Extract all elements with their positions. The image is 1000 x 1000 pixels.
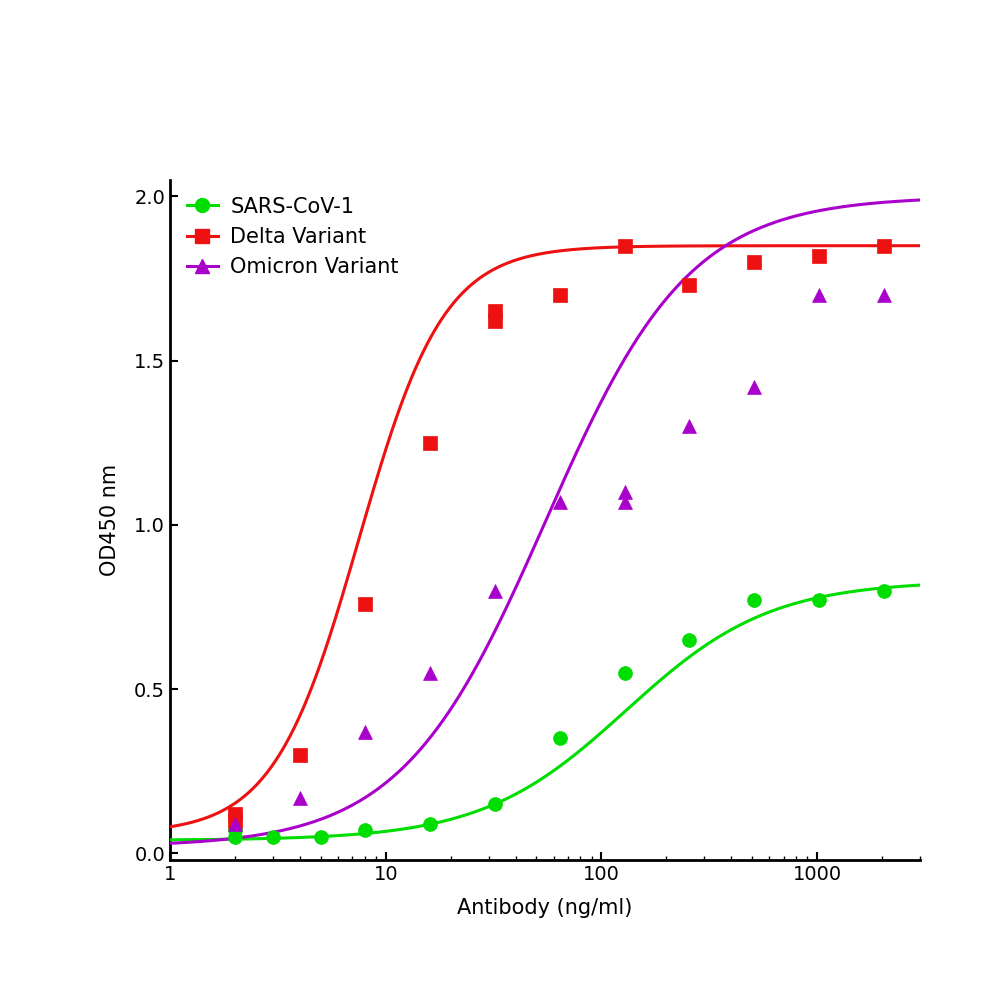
Point xyxy=(746,592,762,608)
Point xyxy=(681,277,697,293)
Point xyxy=(681,418,697,434)
Point xyxy=(357,822,373,838)
Point xyxy=(422,665,438,681)
Point xyxy=(487,583,503,599)
Legend: SARS-CoV-1, Delta Variant, Omicron Variant: SARS-CoV-1, Delta Variant, Omicron Varia… xyxy=(180,190,405,284)
Point xyxy=(876,583,892,599)
Point xyxy=(227,816,243,832)
Point xyxy=(811,592,827,608)
Point xyxy=(313,829,329,845)
Point xyxy=(227,829,243,845)
Point xyxy=(265,829,281,845)
Point xyxy=(357,596,373,612)
Point xyxy=(422,816,438,832)
Point xyxy=(811,248,827,264)
Point xyxy=(811,287,827,303)
Point xyxy=(552,494,568,510)
Point xyxy=(552,287,568,303)
Y-axis label: OD450 nm: OD450 nm xyxy=(100,464,120,576)
Point xyxy=(227,806,243,822)
Point xyxy=(876,238,892,254)
Point xyxy=(552,730,568,746)
Point xyxy=(746,254,762,270)
Point xyxy=(227,822,243,838)
Point xyxy=(617,665,633,681)
Point xyxy=(617,494,633,510)
X-axis label: Antibody (ng/ml): Antibody (ng/ml) xyxy=(457,898,633,918)
Point xyxy=(876,287,892,303)
Point xyxy=(292,747,308,763)
Point xyxy=(487,313,503,329)
Point xyxy=(487,303,503,319)
Point xyxy=(292,790,308,806)
Point xyxy=(617,238,633,254)
Point xyxy=(487,796,503,812)
Point xyxy=(746,379,762,395)
Point xyxy=(617,484,633,500)
Point xyxy=(422,435,438,451)
Point xyxy=(357,724,373,740)
Point xyxy=(227,813,243,829)
Point xyxy=(681,632,697,648)
